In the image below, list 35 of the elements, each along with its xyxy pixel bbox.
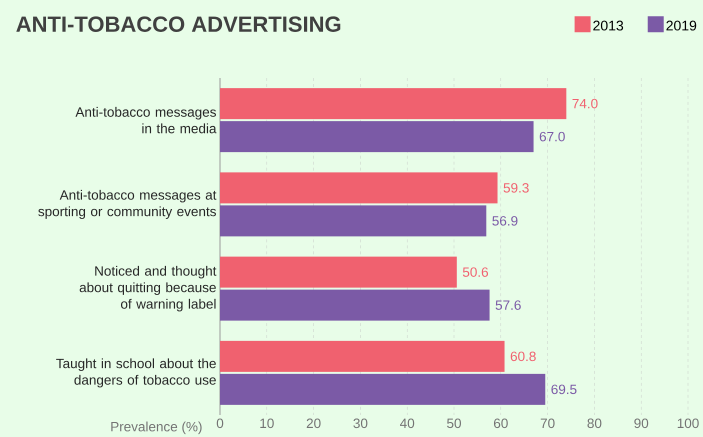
- bar: [220, 256, 457, 288]
- x-tick-label: 60: [494, 418, 508, 428]
- data-label: 74.0: [572, 98, 598, 108]
- x-tick-label: 90: [634, 418, 648, 428]
- y-tick-label: Anti-tobacco messages in the media: [75, 106, 216, 134]
- bar: [220, 121, 534, 152]
- x-tick-label: 10: [260, 418, 274, 428]
- data-label: 56.9: [492, 216, 518, 226]
- data-label: 59.3: [504, 183, 529, 193]
- x-tick-label: 80: [587, 418, 602, 428]
- x-tick-label: 50: [447, 418, 461, 428]
- data-label: 69.5: [551, 384, 576, 394]
- data-label: 67.0: [540, 132, 565, 142]
- x-tick-label: 0: [216, 418, 224, 428]
- bar: [220, 290, 490, 321]
- bar: [220, 340, 505, 372]
- legend-label: 2019: [666, 20, 696, 31]
- x-tick-label: 100: [678, 418, 699, 428]
- data-label: 60.8: [510, 352, 536, 362]
- bar: [220, 374, 546, 405]
- x-tick-label: 40: [400, 418, 414, 428]
- y-tick-label: Taught in school about the dangers of tobacco use: [56, 358, 216, 388]
- legend-label: 2013: [593, 20, 624, 31]
- y-tick-label: Anti-tobacco messages at sporting or community events: [38, 190, 216, 219]
- bar: [220, 172, 498, 204]
- x-tick-label: 20: [306, 418, 321, 428]
- y-tick-label: Noticed and thought about quitting because of warning label: [80, 266, 216, 312]
- bar: [220, 88, 566, 120]
- data-label: 50.6: [462, 267, 488, 277]
- data-label: 57.6: [496, 300, 521, 310]
- bar: [220, 205, 486, 236]
- x-axis-title: Prevalence (%): [111, 422, 202, 434]
- x-tick-label: 70: [540, 418, 555, 428]
- chart-title: ANTI-TOBACCO ADVERTISING: [16, 16, 340, 32]
- x-tick-label: 30: [353, 418, 368, 428]
